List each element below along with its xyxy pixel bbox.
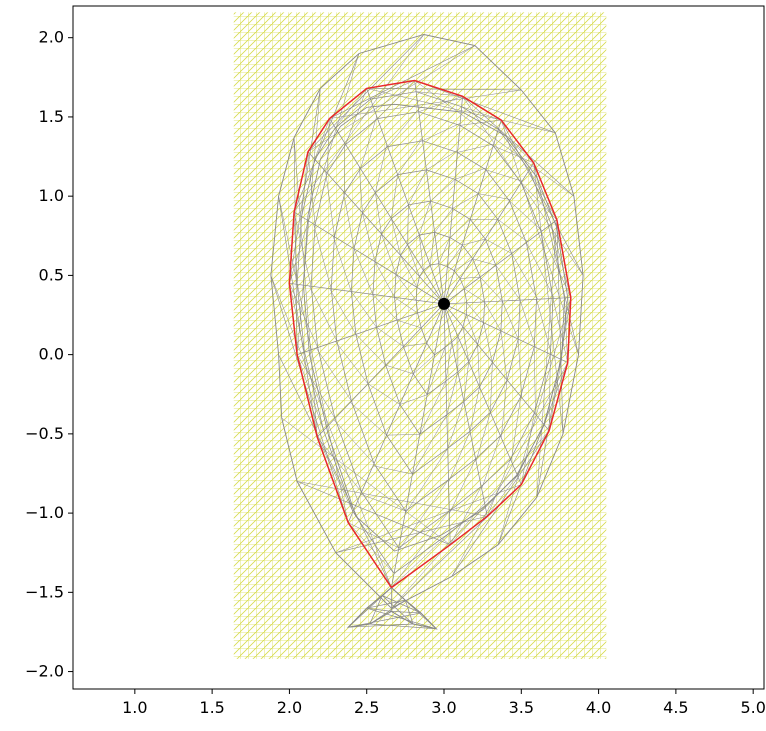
- y-tick-label: 2.0: [39, 28, 64, 47]
- x-tick-label: 1.0: [122, 698, 147, 717]
- x-tick-label: 4.5: [663, 698, 688, 717]
- y-tick-label: −0.5: [25, 424, 64, 443]
- y-tick-label: −2.0: [25, 662, 64, 681]
- axis-marker-layer: [438, 298, 450, 310]
- x-tick-label: 3.0: [431, 698, 456, 717]
- x-tick-label: 1.5: [199, 698, 224, 717]
- y-tick-label: 1.5: [39, 107, 64, 126]
- x-tick-label: 5.0: [740, 698, 765, 717]
- y-tick-label: 1.0: [39, 186, 64, 205]
- x-tick-label: 3.5: [509, 698, 534, 717]
- y-tick-label: 0.0: [39, 345, 64, 364]
- y-tick-label: −1.0: [25, 503, 64, 522]
- x-tick-label: 2.0: [277, 698, 302, 717]
- magnetic-axis-point: [438, 298, 450, 310]
- x-axis-ticks: 1.0 1.5 2.0 2.5 3.0 3.5 4.0 4.5 5.0: [122, 689, 766, 717]
- y-tick-label: 0.5: [39, 265, 64, 284]
- y-tick-label: −1.5: [25, 582, 64, 601]
- y-axis-ticks: 2.0 1.5 1.0 0.5 0.0 −0.5 −1.0 −1.5 −2.0: [25, 28, 73, 681]
- x-tick-label: 2.5: [354, 698, 379, 717]
- x-tick-label: 4.0: [586, 698, 611, 717]
